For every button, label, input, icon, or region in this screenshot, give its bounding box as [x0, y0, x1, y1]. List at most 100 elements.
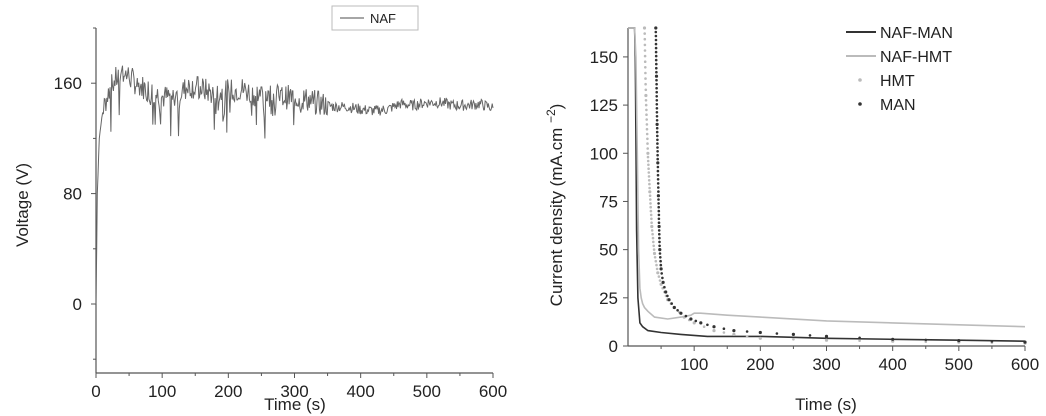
hmt-point	[654, 259, 658, 263]
left-x-tick-label: 300	[280, 382, 308, 401]
left-x-axis-label: Time (s)	[264, 395, 326, 414]
man-point	[657, 221, 661, 224]
hmt-point	[792, 338, 795, 341]
hmt-point	[649, 205, 652, 209]
hmt-point	[702, 325, 706, 329]
hmt-point	[712, 329, 716, 333]
man-point	[655, 103, 659, 106]
left-x-tick-label: 600	[479, 382, 507, 401]
right-y-tick-label: 0	[609, 337, 618, 356]
man-point	[791, 332, 796, 336]
hmt-point	[652, 244, 655, 248]
man-point	[661, 276, 664, 280]
right-y-tick-label: 125	[590, 96, 618, 115]
right-x-tick-label: 100	[680, 355, 708, 374]
man-point	[745, 330, 749, 333]
hmt-point	[652, 251, 657, 256]
man-point	[924, 338, 928, 342]
right-legend: NAF-MAN NAF-HMT HMT MAN	[846, 25, 953, 114]
man-point	[663, 285, 666, 289]
hmt-point	[650, 224, 654, 229]
man-point	[655, 95, 658, 98]
hmt-point	[692, 321, 696, 325]
man-point	[775, 332, 779, 335]
hmt-legend-label: HMT	[880, 73, 915, 90]
right-y-tick-label: 150	[590, 48, 618, 67]
right-x-tick-label: 400	[878, 355, 906, 374]
man-point	[658, 232, 661, 236]
man-point	[758, 330, 762, 335]
man-point	[706, 323, 709, 327]
man-point	[667, 298, 671, 302]
man-point	[891, 337, 895, 341]
hmt-point	[745, 335, 749, 338]
man-point	[699, 321, 703, 325]
left-y-tick-label: 160	[54, 74, 82, 93]
man-point	[655, 82, 658, 86]
naf-man-series	[628, 27, 1026, 342]
man-point	[684, 314, 688, 318]
man-point	[1023, 340, 1027, 344]
man-legend-label: MAN	[880, 97, 916, 114]
man-point	[659, 259, 662, 263]
hmt-point	[648, 186, 651, 190]
right-x-tick-label: 200	[746, 355, 774, 374]
hmt-point	[658, 279, 662, 282]
hmt-point	[643, 37, 647, 41]
hmt-point	[644, 103, 648, 107]
hmt-point	[645, 113, 648, 116]
hmt-point	[646, 159, 650, 163]
naf-man-legend-label: NAF-MAN	[880, 25, 953, 42]
hmt-point	[644, 71, 647, 75]
hmt-point	[824, 338, 829, 342]
man-point	[722, 327, 726, 331]
hmt-point	[643, 60, 647, 63]
hmt-point	[647, 175, 651, 178]
left-y-tick-label: 80	[63, 185, 82, 204]
right-y-tick-label: 50	[599, 241, 618, 260]
man-point	[656, 157, 659, 161]
man-point	[654, 34, 658, 38]
left-y-axis-label: Voltage (V)	[13, 163, 32, 247]
hmt-point	[655, 267, 659, 271]
naf-hmt-series	[628, 27, 1026, 328]
naf-hmt-legend-label: NAF-HMT	[880, 49, 952, 66]
current-density-chart: Current density (mA.cm −2) Time (s) 100 2…	[544, 25, 1039, 414]
man-point	[654, 50, 658, 54]
hmt-point	[645, 108, 648, 112]
man-point	[655, 78, 658, 82]
hmt-point	[647, 163, 650, 167]
man-point	[694, 319, 698, 323]
hmt-point	[646, 147, 649, 150]
man-point	[655, 122, 659, 126]
right-y-axis-label: Current density (mA.cm −2)	[544, 104, 566, 307]
man-point	[655, 70, 658, 74]
man-point	[656, 146, 659, 149]
hmt-point	[732, 332, 736, 336]
right-y-axis-label-text: Current density (mA.cm	[547, 128, 566, 307]
right-series	[628, 26, 1027, 345]
hmt-point	[924, 340, 928, 344]
hmt-point	[758, 336, 762, 340]
hmt-point	[647, 179, 651, 182]
hmt-point	[648, 190, 652, 194]
hmt-point	[648, 182, 651, 186]
man-point	[659, 267, 663, 271]
man-point	[659, 263, 663, 267]
hmt-point	[645, 123, 649, 126]
right-y-tick-label: 25	[599, 289, 618, 308]
man-point	[655, 62, 658, 66]
man-point	[656, 142, 659, 145]
man-point	[655, 66, 658, 70]
hmt-point	[652, 240, 655, 244]
hmt-point	[644, 77, 647, 80]
hmt-point	[643, 49, 647, 52]
man-point	[654, 46, 658, 50]
hmt-point	[649, 213, 653, 217]
hmt-point	[650, 217, 653, 221]
hmt-point	[651, 236, 655, 240]
hmt-point	[653, 255, 657, 259]
man-point	[658, 248, 662, 252]
hmt-point	[655, 263, 658, 267]
man-point	[655, 115, 659, 118]
